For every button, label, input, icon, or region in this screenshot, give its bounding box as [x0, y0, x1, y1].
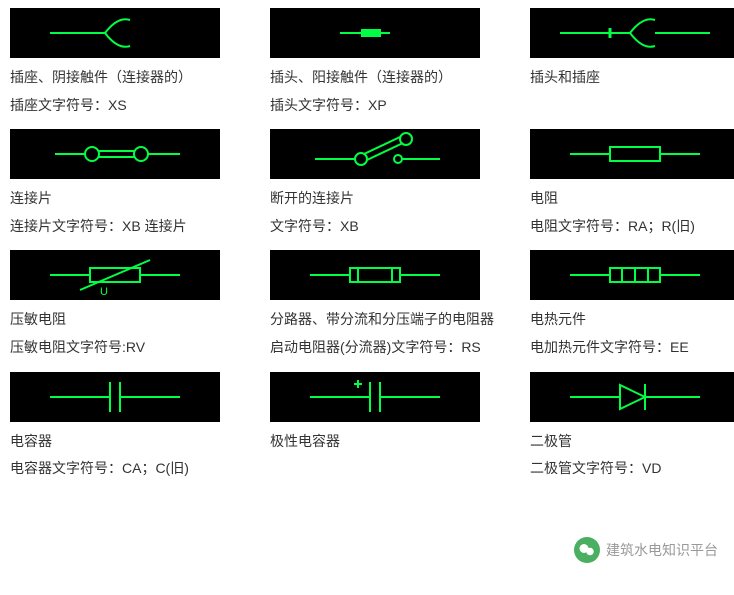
- symbol-code: 插头文字符号：XP: [270, 96, 524, 116]
- symbol-code: 启动电阻器(分流器)文字符号：RS: [270, 338, 524, 358]
- symbol-title: 插头和插座: [530, 68, 734, 88]
- symbol-title: 电容器: [10, 432, 264, 452]
- watermark: 建筑水电知识平台: [574, 537, 718, 563]
- symbol-code: 电阻文字符号：RA；R(旧): [530, 217, 734, 237]
- symbols-grid: 插座、阴接触件（连接器的） 插座文字符号：XS 插头、阳接触件（连接器的） 插头…: [0, 0, 734, 493]
- symbol-diode: [530, 372, 734, 422]
- symbol-cell: 插座、阴接触件（连接器的） 插座文字符号：XS: [10, 4, 270, 125]
- symbol-plug-male: [270, 8, 480, 58]
- symbol-code: 文字符号：XB: [270, 217, 524, 237]
- symbol-title: 电热元件: [530, 310, 734, 330]
- symbol-cell: 电容器 电容器文字符号：CA；C(旧): [10, 368, 270, 489]
- symbol-varistor: U: [10, 250, 220, 300]
- symbol-code: 连接片文字符号：XB 连接片: [10, 217, 264, 237]
- watermark-text: 建筑水电知识平台: [606, 540, 718, 560]
- symbol-capacitor: [10, 372, 220, 422]
- svg-text:U: U: [100, 286, 108, 298]
- symbol-socket-female: [10, 8, 220, 58]
- symbol-cell: 极性电容器: [270, 368, 530, 489]
- symbol-polarized-capacitor: [270, 372, 480, 422]
- symbol-cell: 电热元件 电加热元件文字符号：EE: [530, 246, 734, 367]
- symbol-code: 电容器文字符号：CA；C(旧): [10, 459, 264, 479]
- symbol-title: 极性电容器: [270, 432, 524, 452]
- symbol-resistor: [530, 129, 734, 179]
- symbol-title: 压敏电阻: [10, 310, 264, 330]
- symbol-cell: 电阻 电阻文字符号：RA；R(旧): [530, 125, 734, 246]
- symbol-cell: 连接片 连接片文字符号：XB 连接片: [10, 125, 270, 246]
- symbol-title: 二极管: [530, 432, 734, 452]
- symbol-code: 压敏电阻文字符号:RV: [10, 338, 264, 358]
- wechat-icon: [574, 537, 600, 563]
- symbol-cell: 分路器、带分流和分压端子的电阻器 启动电阻器(分流器)文字符号：RS: [270, 246, 530, 367]
- symbol-title: 电阻: [530, 189, 734, 209]
- symbol-shunt-resistor: [270, 250, 480, 300]
- symbol-cell: 二极管 二极管文字符号：VD: [530, 368, 734, 489]
- symbol-link-closed: [10, 129, 220, 179]
- symbol-code: 插座文字符号：XS: [10, 96, 264, 116]
- symbol-link-open: [270, 129, 480, 179]
- symbol-title: 插头、阳接触件（连接器的）: [270, 68, 524, 88]
- symbol-cell: 插头、阳接触件（连接器的） 插头文字符号：XP: [270, 4, 530, 125]
- symbol-title: 断开的连接片: [270, 189, 524, 209]
- symbol-heating-element: [530, 250, 734, 300]
- symbol-plug-and-socket: [530, 8, 734, 58]
- symbol-cell: 插头和插座: [530, 4, 734, 125]
- symbol-code: 二极管文字符号：VD: [530, 459, 734, 479]
- symbol-title: 分路器、带分流和分压端子的电阻器: [270, 310, 524, 330]
- symbol-title: 插座、阴接触件（连接器的）: [10, 68, 264, 88]
- symbol-code: 电加热元件文字符号：EE: [530, 338, 734, 358]
- symbol-cell: U 压敏电阻 压敏电阻文字符号:RV: [10, 246, 270, 367]
- symbol-cell: 断开的连接片 文字符号：XB: [270, 125, 530, 246]
- symbol-title: 连接片: [10, 189, 264, 209]
